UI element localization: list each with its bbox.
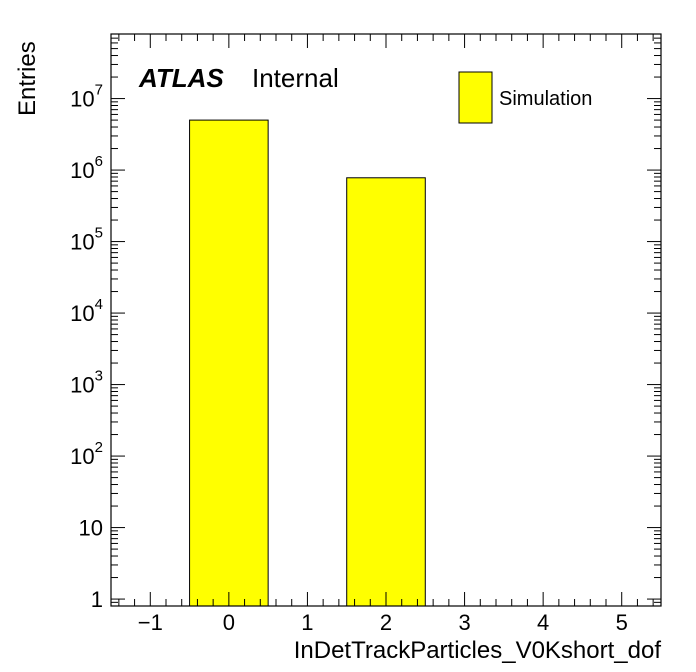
x-tick-label: 4	[537, 610, 549, 635]
y-axis-title: Entries	[14, 41, 41, 116]
legend-swatch	[458, 71, 493, 124]
legend-entry-simulation: Simulation	[499, 88, 592, 110]
y-tick-label: 1	[91, 587, 103, 612]
x-tick-label: 5	[616, 610, 628, 635]
y-tick-label: 103	[70, 368, 103, 398]
x-tick-label: 3	[458, 610, 470, 635]
x-axis-title: InDetTrackParticles_V0Kshort_dof	[294, 637, 662, 664]
x-tick-label: 2	[380, 610, 392, 635]
y-tick-label: 107	[70, 82, 103, 112]
y-tick-label: 104	[70, 296, 103, 326]
y-tick-label: 106	[70, 153, 103, 183]
x-tick-labels: −1 0 1 2 3 4 5	[138, 610, 628, 635]
ticks-layer	[111, 33, 661, 607]
y-tick-labels: 1 10 102 103 104 105 106 107	[70, 82, 103, 612]
bar-2	[346, 177, 426, 607]
y-tick-label: 10	[79, 516, 103, 541]
legend: Simulation	[458, 71, 592, 124]
atlas-label: ATLAS	[138, 63, 224, 93]
x-tick-label: 1	[301, 610, 313, 635]
bars-layer	[189, 119, 426, 607]
x-tick-label: 0	[223, 610, 235, 635]
y-tick-label: 105	[70, 225, 103, 255]
y-tick-label: 102	[70, 439, 103, 469]
bar-0	[189, 119, 269, 607]
x-tick-label: −1	[138, 610, 163, 635]
internal-label: Internal	[252, 63, 339, 93]
